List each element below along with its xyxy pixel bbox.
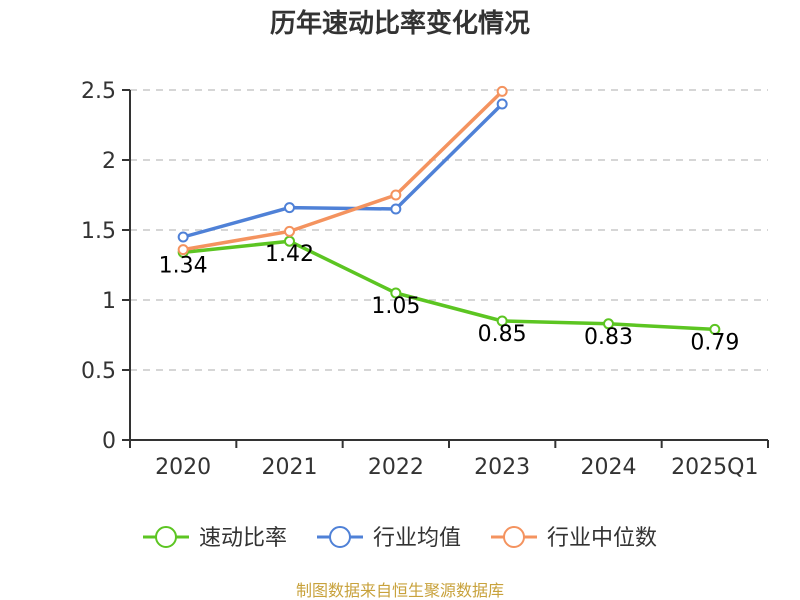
data-point bbox=[177, 244, 189, 256]
data-point bbox=[390, 287, 402, 299]
data-labels: 1.34 1.42 1.05 0.85 0.83 0.79 bbox=[159, 242, 740, 355]
data-label: 1.34 bbox=[159, 253, 208, 278]
legend: 速动比率 行业均值 行业中位数 bbox=[143, 526, 657, 551]
legend-swatch-marker bbox=[155, 526, 177, 548]
data-point bbox=[496, 98, 508, 110]
data-label: 1.05 bbox=[371, 294, 420, 319]
x-tick-label: 2025Q1 bbox=[671, 455, 758, 480]
legend-item[interactable]: 行业均值 bbox=[317, 526, 461, 551]
y-tick-label: 1 bbox=[102, 289, 116, 314]
y-tick-label: 0 bbox=[102, 429, 116, 454]
data-point bbox=[496, 315, 508, 327]
data-point bbox=[390, 203, 402, 215]
data-point bbox=[603, 318, 614, 330]
y-tick-label: 2 bbox=[102, 149, 116, 174]
data-point bbox=[709, 323, 721, 335]
y-tick-label: 1.5 bbox=[81, 219, 116, 244]
x-tick-label: 2023 bbox=[474, 455, 530, 480]
chart-title: 历年速动比率变化情况 bbox=[270, 8, 530, 39]
axes: 0 0.5 1 1.5 2 2.5 2020 2021 2022 2023 2024 2025Q1 bbox=[81, 79, 769, 480]
data-point bbox=[496, 85, 508, 97]
data-point bbox=[390, 189, 402, 201]
data-label: 1.42 bbox=[265, 242, 314, 267]
legend-label: 行业均值 bbox=[373, 526, 461, 551]
legend-label: 速动比率 bbox=[199, 526, 287, 551]
x-tick-label: 2020 bbox=[155, 455, 211, 480]
series-line bbox=[182, 102, 504, 239]
source-note: 制图数据来自恒生聚源数据库 bbox=[296, 581, 504, 600]
legend-item[interactable]: 行业中位数 bbox=[491, 526, 657, 551]
legend-swatch-marker bbox=[503, 526, 525, 548]
data-label: 0.85 bbox=[478, 322, 527, 347]
legend-swatch-marker bbox=[329, 526, 351, 548]
data-point bbox=[284, 202, 295, 214]
y-tick-label: 0.5 bbox=[81, 359, 116, 384]
data-point bbox=[177, 231, 189, 243]
data-point bbox=[284, 225, 295, 237]
series-line bbox=[182, 90, 504, 252]
x-tick-label: 2022 bbox=[368, 455, 424, 480]
x-tick-label: 2024 bbox=[581, 455, 637, 480]
x-tick-label: 2021 bbox=[262, 455, 318, 480]
series-layer bbox=[177, 85, 721, 335]
series-line bbox=[183, 239, 715, 332]
grid-lines bbox=[130, 89, 768, 371]
legend-item[interactable]: 速动比率 bbox=[143, 526, 287, 551]
data-label: 0.83 bbox=[584, 325, 633, 350]
legend-label: 行业中位数 bbox=[547, 526, 657, 551]
data-label: 0.79 bbox=[690, 330, 739, 355]
y-tick-label: 2.5 bbox=[81, 79, 116, 104]
